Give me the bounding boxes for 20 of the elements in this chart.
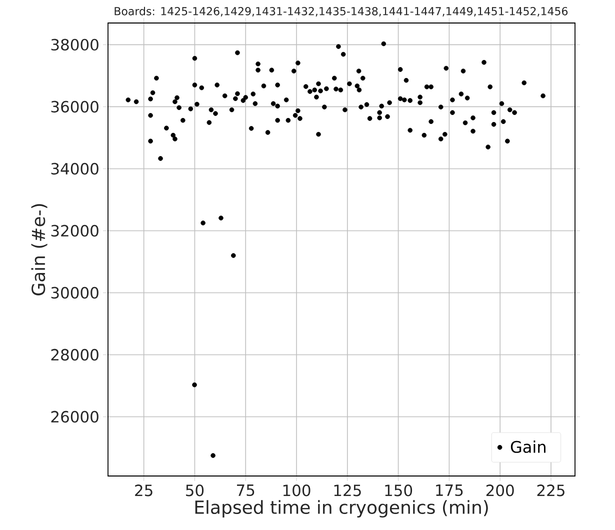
x-tick-label: 150 bbox=[385, 484, 412, 496]
x-tick-label: 125 bbox=[334, 484, 361, 496]
y-tick-label: 34000 bbox=[51, 162, 98, 175]
x-tick-label: 50 bbox=[186, 484, 204, 496]
legend-label: Gain bbox=[510, 440, 546, 453]
x-tick-label: 200 bbox=[486, 484, 514, 496]
y-tick-label: 32000 bbox=[51, 224, 98, 237]
y-tick-label: 38000 bbox=[51, 38, 98, 51]
y-tick-label: 36000 bbox=[51, 100, 98, 113]
y-tick-label: 26000 bbox=[51, 410, 98, 423]
x-axis-title: Elapsed time in cryogenics (min) bbox=[195, 500, 488, 518]
x-tick-label: 175 bbox=[436, 484, 463, 496]
chart-title: Boards: 1425-1426,1429,1431-1432,1435-1438,1441-1447,1449,1451-1452,1456 bbox=[114, 6, 568, 16]
x-tick-label: 25 bbox=[135, 484, 152, 496]
y-tick-label: 28000 bbox=[51, 348, 98, 361]
x-tick-label: 225 bbox=[537, 484, 564, 496]
x-tick-label: 100 bbox=[283, 484, 310, 496]
y-axis-title: Gain (#e-) bbox=[31, 204, 48, 296]
x-tick-label: 75 bbox=[237, 484, 254, 496]
y-tick-label: 30000 bbox=[51, 286, 98, 299]
